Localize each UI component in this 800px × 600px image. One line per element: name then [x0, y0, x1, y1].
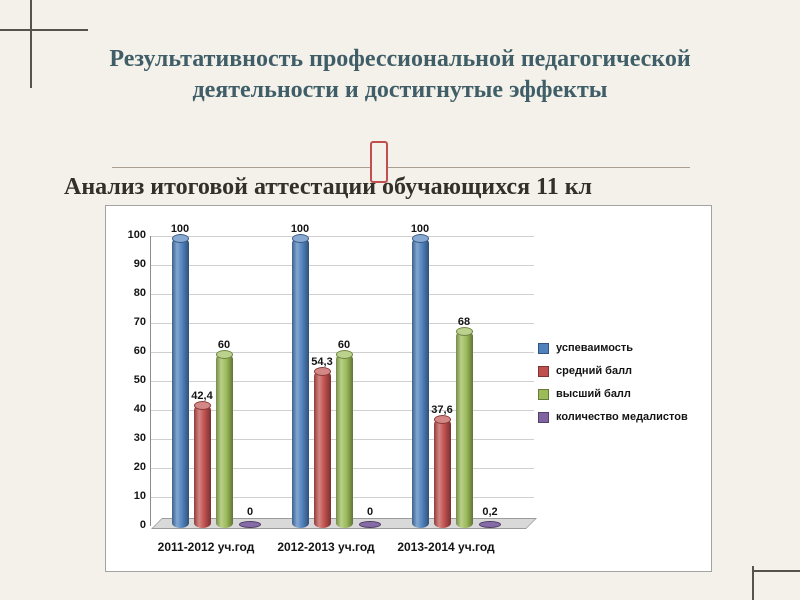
- bar-cylinder: [171, 238, 189, 528]
- bar-cylinder: [291, 238, 309, 528]
- legend-swatch: [538, 411, 549, 423]
- bar-value-label: 100: [290, 223, 310, 235]
- gridline: [151, 236, 534, 237]
- bar-value-label: 0,2: [482, 506, 498, 518]
- bar-chart: 0 10 20 30 40 50 60 70 80 90 100 100 100 100 42,4 54,3 3…: [105, 205, 712, 572]
- divider-ornament: [370, 141, 388, 183]
- y-axis-tick-label: 30: [133, 432, 146, 444]
- bar-cylinder-top: [171, 234, 189, 243]
- gridline: [151, 265, 534, 266]
- bar-cylinder-top: [313, 366, 331, 376]
- y-axis-tick-label: 60: [133, 345, 146, 357]
- bar-value-label: 100: [410, 223, 430, 235]
- y-axis-tick-label: 10: [133, 490, 146, 502]
- bar-value-label: 60: [217, 339, 231, 351]
- bar-cylinder: [215, 354, 233, 528]
- corner-decoration-bottom-right: [752, 566, 754, 600]
- legend-item: количество медалистов: [538, 411, 688, 423]
- legend-label: количество медалистов: [556, 411, 688, 423]
- bar-disc: [239, 521, 261, 528]
- bar-cylinder: [411, 238, 429, 528]
- bar-cylinder-top: [411, 234, 429, 243]
- bar-disc: [359, 521, 381, 528]
- y-axis-line: [150, 236, 151, 526]
- y-axis-tick-label: 80: [133, 287, 146, 299]
- y-axis-tick-label: 40: [133, 403, 146, 415]
- bar-value-label: 37,6: [431, 403, 453, 416]
- corner-decoration-top-left: [0, 29, 88, 31]
- legend-label: успеваимость: [556, 342, 634, 354]
- bar-cylinder-top: [215, 350, 233, 359]
- legend-label: средний балл: [556, 365, 633, 377]
- bar-cylinder: [433, 418, 451, 528]
- x-axis-category-label: 2011-2012 уч.год: [157, 540, 255, 554]
- legend-swatch: [538, 365, 549, 377]
- bar-cylinder-top: [291, 234, 309, 243]
- corner-decoration-bottom-right: [752, 570, 800, 572]
- bar-cylinder: [455, 330, 473, 528]
- legend-label: высший балл: [556, 388, 631, 400]
- bar-cylinder-top: [335, 350, 353, 359]
- divider: [112, 167, 690, 168]
- bar-value-label: 100: [170, 223, 190, 235]
- bar-value-label: 60: [337, 339, 351, 351]
- chart-legend: успеваимость средний балл высший балл колич…: [538, 342, 688, 434]
- y-axis-tick-label: 0: [139, 519, 146, 531]
- legend-swatch: [538, 388, 549, 400]
- y-axis-tick-label: 90: [133, 258, 146, 270]
- bar-cylinder-top: [433, 414, 451, 424]
- bar-cylinder-top: [193, 401, 211, 411]
- legend-item: успеваимость: [538, 342, 688, 354]
- legend-item: средний балл: [538, 365, 688, 377]
- bar-cylinder: [193, 405, 211, 528]
- bar-value-label: 68: [457, 315, 471, 328]
- x-axis-category-label: 2012-2013 уч.год: [277, 540, 375, 554]
- y-axis-tick-label: 20: [133, 461, 146, 473]
- bar-value-label: 0: [246, 506, 254, 518]
- slide-subtitle: Анализ итоговой аттестации обучающихся 1…: [64, 174, 593, 200]
- bar-value-label: 54,3: [311, 355, 333, 368]
- corner-decoration-top-left: [30, 0, 32, 88]
- legend-item: высший балл: [538, 388, 688, 400]
- bar-cylinder-top: [455, 326, 473, 336]
- y-axis-tick-label: 70: [133, 316, 146, 328]
- slide-title: Результативность профессиональной педаго…: [109, 46, 691, 104]
- bar-value-label: 0: [366, 506, 374, 518]
- x-axis-category-label: 2013-2014 уч.год: [397, 540, 495, 554]
- bar-value-label: 42,4: [191, 390, 213, 403]
- bar-disc: [479, 521, 501, 528]
- y-axis-tick-label: 100: [127, 229, 146, 241]
- bar-cylinder: [313, 370, 331, 528]
- legend-swatch: [538, 342, 549, 354]
- y-axis-tick-label: 50: [133, 374, 146, 386]
- gridline: [151, 323, 534, 324]
- gridline: [151, 294, 534, 295]
- bar-cylinder: [335, 354, 353, 528]
